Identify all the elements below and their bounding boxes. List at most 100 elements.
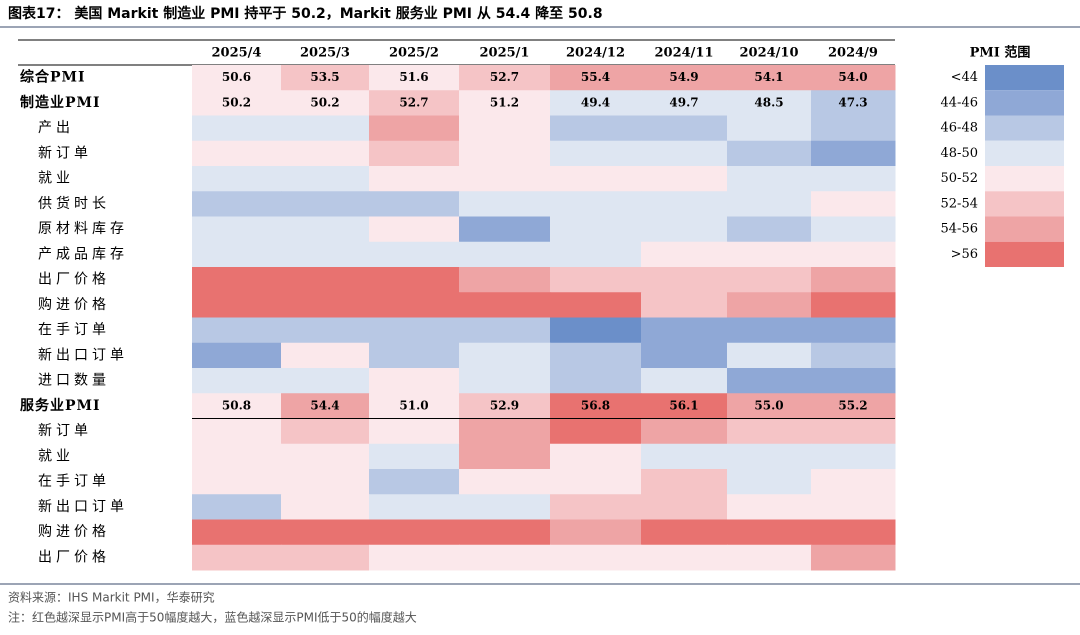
cell — [811, 393, 896, 419]
cell — [550, 469, 642, 495]
cell — [550, 216, 642, 243]
cell — [811, 216, 896, 243]
cell — [459, 393, 551, 419]
cell — [281, 393, 370, 419]
cell — [192, 166, 282, 192]
cell — [369, 342, 460, 369]
cell-value: 52.7 — [490, 70, 519, 84]
cell — [281, 115, 370, 142]
cell — [641, 115, 728, 142]
cell — [550, 191, 642, 217]
cell — [727, 342, 812, 369]
cell — [727, 90, 812, 116]
row-label: 出厂价格 — [38, 549, 110, 565]
row-label: 供货时长 — [38, 195, 110, 212]
row-label: 购进价格 — [38, 524, 110, 540]
cell — [459, 115, 551, 142]
cell — [641, 317, 728, 344]
cell — [459, 317, 551, 344]
cell — [281, 519, 370, 546]
cell — [369, 418, 460, 445]
cell-value: 56.1 — [669, 398, 698, 412]
row-label: 在手订单 — [38, 322, 110, 338]
row-label: 新订单 — [38, 145, 92, 161]
cell — [369, 393, 460, 419]
cell — [811, 115, 896, 142]
cell — [281, 166, 370, 192]
cell — [459, 90, 551, 116]
row-label: 综合PMI — [20, 69, 86, 86]
cell — [369, 519, 460, 546]
cell — [281, 90, 370, 116]
cell — [550, 443, 642, 470]
cell — [641, 292, 728, 318]
cell — [192, 241, 282, 268]
column-header: 2025/4 — [212, 46, 262, 61]
cell — [281, 342, 370, 369]
cell — [281, 65, 370, 91]
cell — [281, 418, 370, 445]
cell — [192, 292, 282, 318]
cell — [192, 494, 282, 520]
cell-value: 48.5 — [754, 95, 783, 109]
column-header: 2025/2 — [389, 46, 439, 61]
cell — [641, 140, 728, 167]
column-header: 2024/11 — [654, 46, 713, 61]
cell — [641, 469, 728, 495]
cell — [727, 368, 812, 394]
cell — [550, 241, 642, 268]
cell-value: 50.2 — [222, 95, 251, 109]
cell — [459, 368, 551, 394]
cell — [192, 216, 282, 243]
cell — [281, 292, 370, 318]
legend-swatch — [985, 216, 1064, 242]
legend-swatch — [985, 191, 1064, 217]
row-label: 购进价格 — [38, 297, 110, 313]
legend-label: 50-52 — [941, 171, 978, 186]
cell — [727, 393, 812, 419]
cell-value: 54.1 — [754, 70, 783, 84]
legend-label: <44 — [951, 70, 978, 85]
cell — [281, 469, 370, 495]
cell — [192, 317, 282, 344]
cell — [550, 544, 642, 571]
row-label: 进口数量 — [38, 373, 110, 389]
cell — [811, 140, 896, 167]
cell — [727, 216, 812, 243]
cell — [550, 166, 642, 192]
cell — [550, 418, 642, 445]
cell-value: 54.0 — [838, 70, 867, 84]
cell — [369, 216, 460, 243]
cell — [281, 443, 370, 470]
legend-swatch — [985, 90, 1064, 116]
cell — [281, 191, 370, 217]
cell — [550, 267, 642, 293]
cell — [641, 443, 728, 470]
column-header: 2024/10 — [739, 46, 798, 61]
cell-value: 52.7 — [399, 95, 428, 109]
cell — [811, 166, 896, 192]
cell — [369, 368, 460, 394]
cell — [811, 544, 896, 571]
cell — [550, 342, 642, 369]
row-label: 在手订单 — [38, 474, 110, 490]
cell-value: 55.4 — [581, 70, 610, 84]
cell — [727, 494, 812, 520]
cell — [727, 418, 812, 445]
cell — [727, 544, 812, 571]
legend-label: 52-54 — [941, 196, 978, 211]
cell — [641, 65, 728, 91]
cell — [641, 90, 728, 116]
cell — [369, 267, 460, 293]
cell — [641, 519, 728, 546]
cell-value: 52.9 — [490, 398, 519, 412]
cell — [550, 292, 642, 318]
cell-value: 54.4 — [310, 398, 339, 412]
cell — [281, 317, 370, 344]
cell — [641, 191, 728, 217]
cell-value: 55.2 — [838, 398, 867, 412]
cell — [369, 241, 460, 268]
cell — [369, 115, 460, 142]
cell — [550, 317, 642, 344]
